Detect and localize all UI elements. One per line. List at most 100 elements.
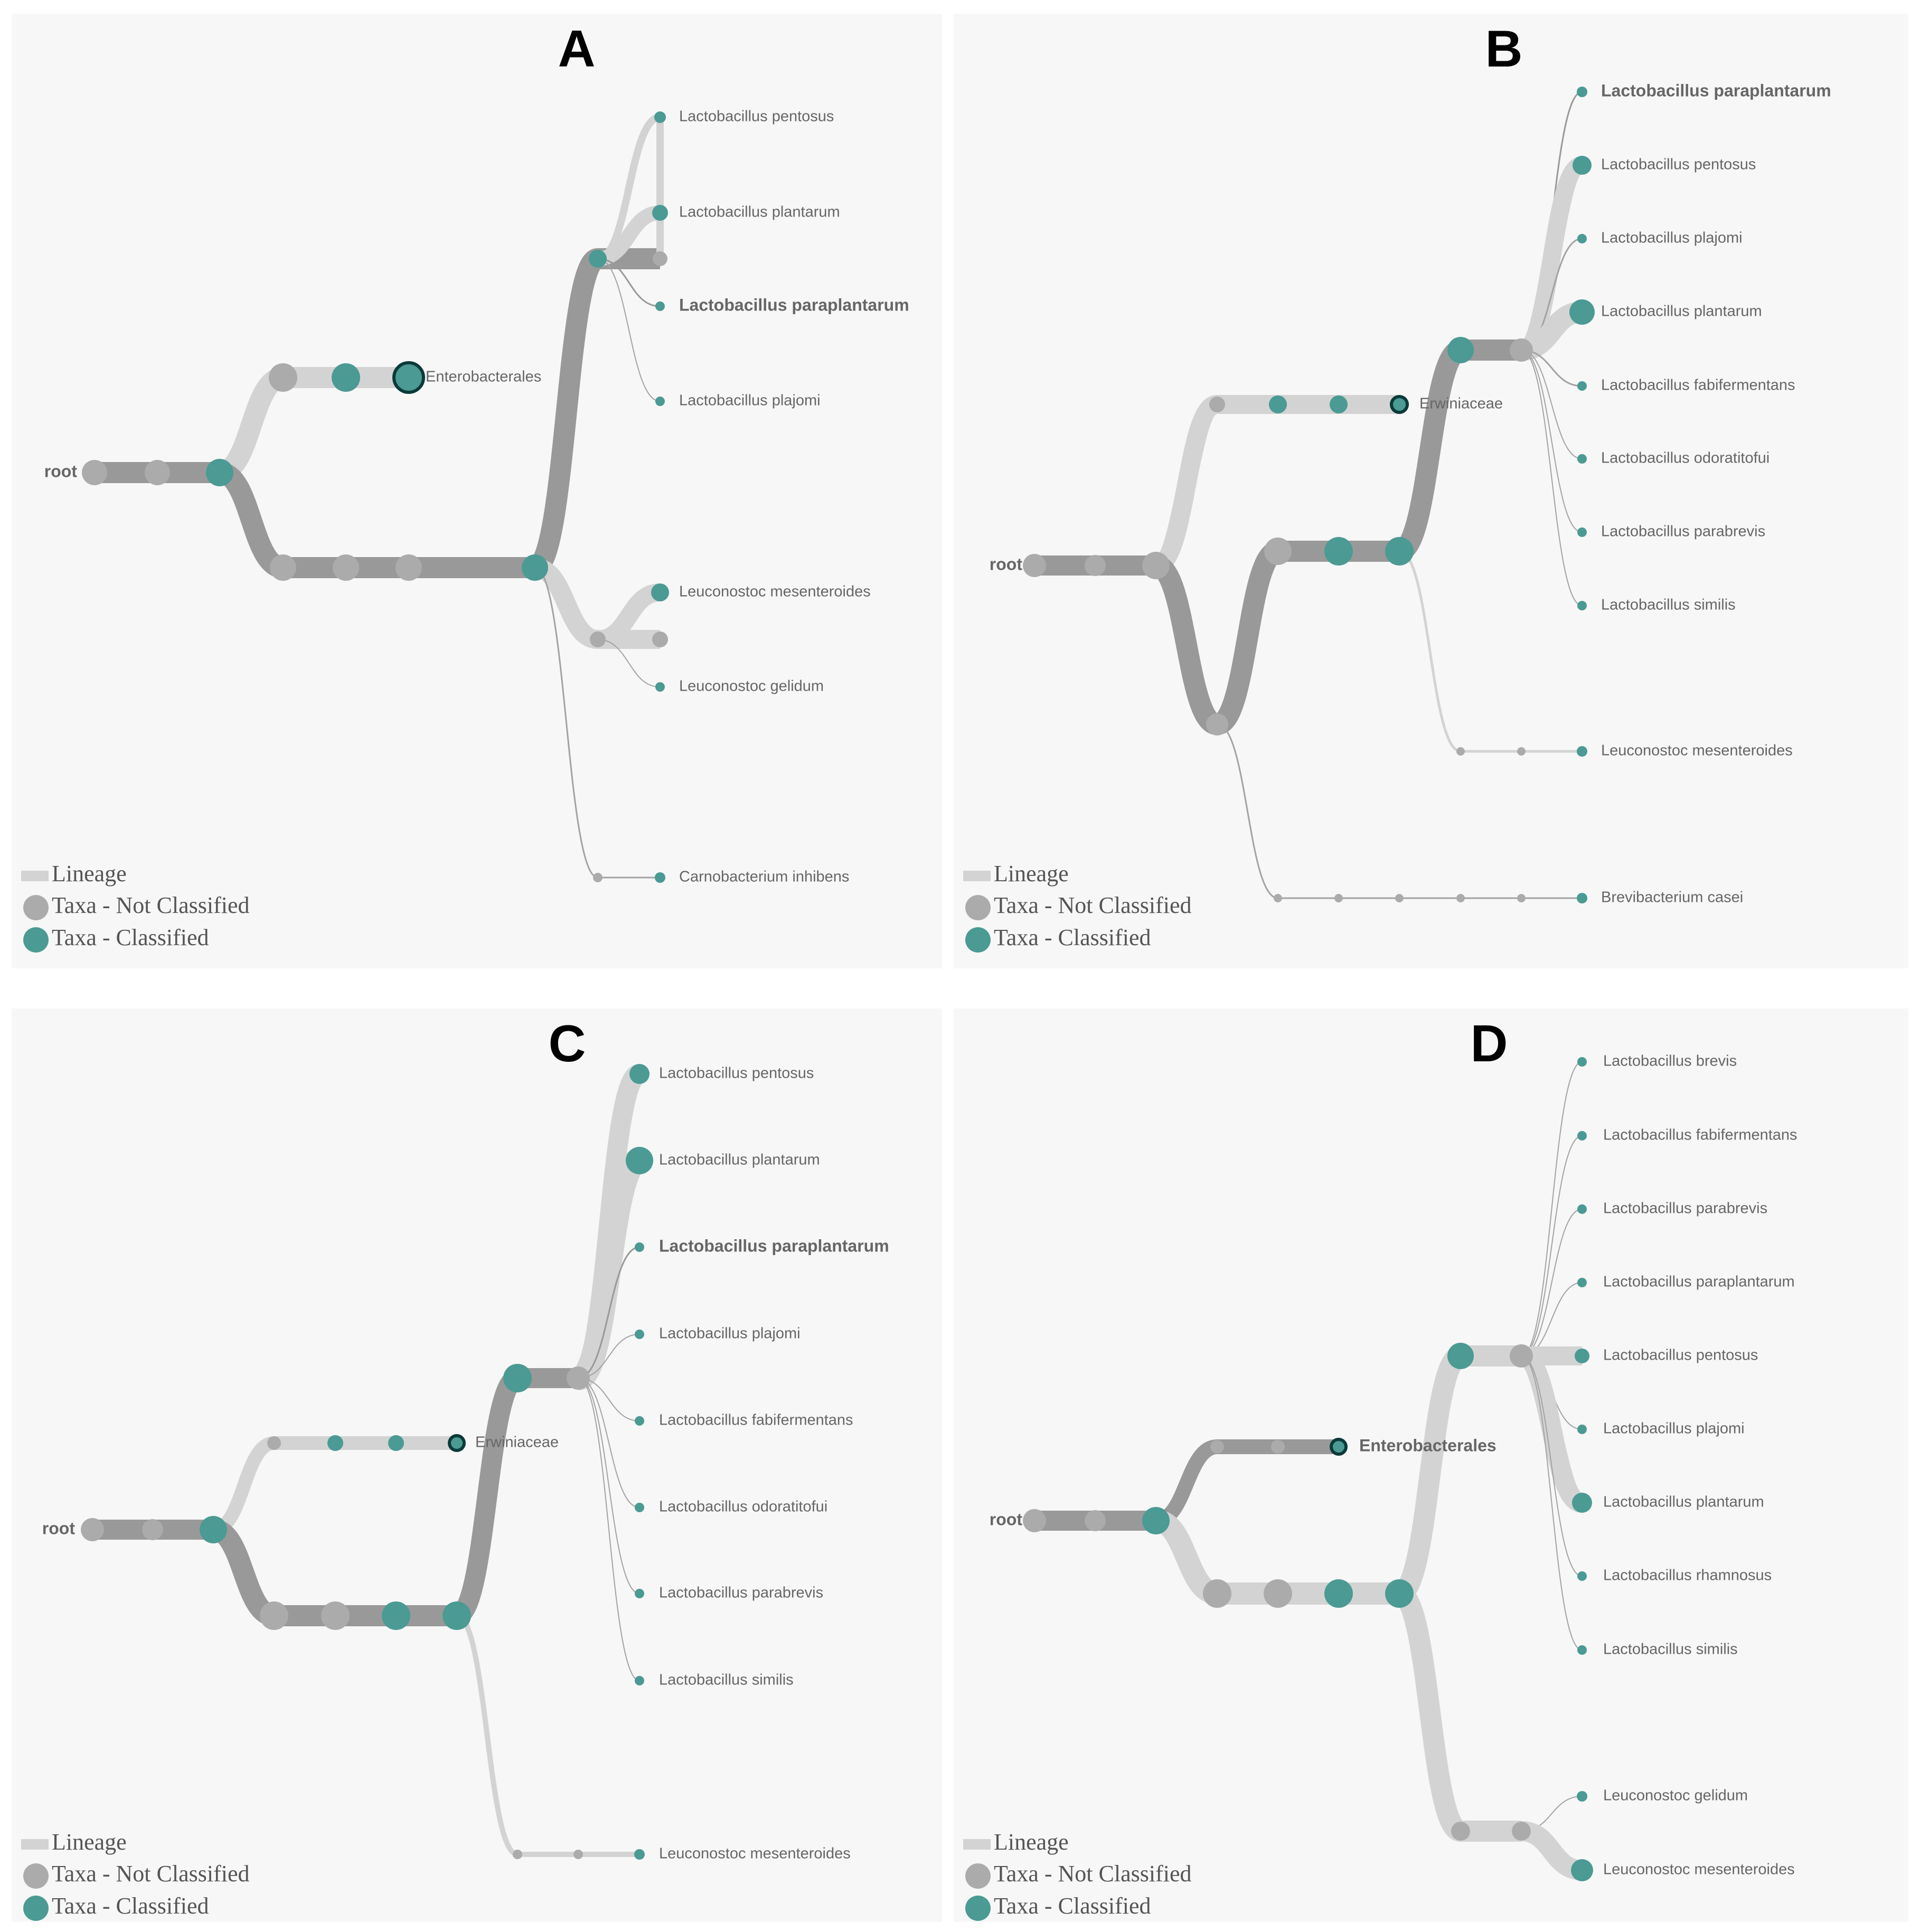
legend-lineage-swatch xyxy=(21,871,49,881)
leaf-label: Leuconostoc mesenteroides xyxy=(1601,742,1793,759)
legend-not-classified-swatch xyxy=(965,895,991,920)
taxon-node-classified xyxy=(1385,1579,1414,1608)
taxon-node-unclassified xyxy=(1456,747,1465,756)
legend-lineage-label: Lineage xyxy=(52,861,127,887)
taxon-node-unclassified xyxy=(567,1366,590,1390)
taxon-node-unclassified xyxy=(1210,1440,1224,1454)
lineage-link xyxy=(453,1368,521,1626)
taxon-node-unclassified xyxy=(1264,538,1292,565)
taxon-node-classified xyxy=(626,1147,653,1174)
leaf-label: Leuconostoc gelidum xyxy=(679,678,824,695)
legend-not-classified-label: Taxa - Not Classified xyxy=(994,892,1192,918)
taxon-node-unclassified xyxy=(1203,1579,1231,1608)
legend-lineage-label: Lineage xyxy=(994,861,1069,887)
taxon-node-unclassified xyxy=(1517,894,1526,902)
taxon-node-classified xyxy=(1390,395,1409,414)
taxon-node-unclassified xyxy=(1085,1510,1106,1531)
legend-lineage-swatch xyxy=(21,1839,49,1850)
legend-not-classified-swatch xyxy=(23,1863,49,1889)
lineage-link xyxy=(578,1246,640,1379)
taxon-node-classified xyxy=(1577,87,1587,97)
legend-not-classified-label: Taxa - Not Classified xyxy=(994,1861,1192,1887)
leaf-label: Brevibacterium casei xyxy=(1601,889,1743,906)
leaf-label: Lactobacillus plantarum xyxy=(1601,303,1762,320)
taxon-node-unclassified xyxy=(1206,713,1228,736)
leaf-label: Lactobacillus parabrevis xyxy=(659,1585,823,1601)
lineage-link xyxy=(1519,1346,1585,1513)
taxon-node-classified xyxy=(382,1601,410,1630)
legend-lineage-swatch xyxy=(963,871,991,881)
taxon-node-unclassified xyxy=(1512,1822,1531,1841)
taxon-node-classified xyxy=(1447,1343,1474,1369)
lineage-link xyxy=(597,639,661,687)
lineage-link xyxy=(1395,1583,1465,1842)
taxon-node-classified xyxy=(651,583,669,601)
taxon-node-unclassified xyxy=(142,1519,163,1540)
taxon-node-classified xyxy=(635,1589,644,1598)
leaf-label: Lactobacillus paraplantarum xyxy=(659,1236,889,1255)
taxon-node-classified xyxy=(652,205,668,221)
root-label: root xyxy=(44,461,78,480)
taxon-node-unclassified xyxy=(81,1518,104,1541)
lineage-link xyxy=(597,258,661,402)
leaf-label: Lactobacillus fabifermentans xyxy=(659,1412,853,1429)
legend-not-classified-label: Taxa - Not Classified xyxy=(52,892,250,918)
legend-classified-swatch xyxy=(23,927,49,953)
taxon-node-classified xyxy=(1577,1131,1587,1141)
lineage-link xyxy=(1399,550,1461,753)
taxon-node-unclassified xyxy=(1334,894,1343,902)
taxon-node-unclassified xyxy=(1456,894,1465,902)
legend-not-classified-swatch xyxy=(965,1863,991,1889)
taxon-node-classified xyxy=(1269,395,1287,413)
lineage-link xyxy=(597,583,661,648)
lineage-link xyxy=(597,205,661,266)
leaf-label: Carnobacterium inhibens xyxy=(679,869,849,885)
legend-lineage-label: Lineage xyxy=(52,1829,127,1855)
leaf-label: Lactobacillus plantarum xyxy=(679,204,840,221)
taxon-node-classified xyxy=(635,1503,644,1512)
leaf-label: Enterobacterales xyxy=(426,369,541,385)
taxon-node-unclassified xyxy=(269,363,297,392)
taxon-node-unclassified xyxy=(653,251,667,266)
taxon-node-classified xyxy=(1577,1645,1587,1655)
taxon-node-classified xyxy=(522,554,548,581)
taxon-node-unclassified xyxy=(321,1601,350,1630)
leaf-label: Erwiniaceae xyxy=(475,1434,559,1451)
taxon-node-unclassified xyxy=(1085,555,1106,576)
lineage-link xyxy=(573,1148,644,1390)
legend-classified-swatch xyxy=(965,927,991,953)
leaf-label: Leuconostoc mesenteroides xyxy=(679,583,871,600)
leaf-label: Lactobacillus parabrevis xyxy=(1603,1200,1767,1217)
taxon-node-classified xyxy=(448,1434,466,1452)
taxon-node-unclassified xyxy=(1142,552,1170,579)
taxon-node-classified xyxy=(1577,527,1587,537)
taxon-node-classified xyxy=(635,1242,644,1252)
leaf-label: Lactobacillus parabrevis xyxy=(1601,523,1765,540)
taxon-node-classified xyxy=(1577,1791,1587,1802)
taxon-node-classified xyxy=(589,250,607,268)
taxon-node-classified xyxy=(1330,1438,1348,1456)
taxon-node-unclassified xyxy=(145,460,170,485)
panel-letter: A xyxy=(558,20,596,78)
lineage-link xyxy=(212,1436,276,1537)
taxon-node-classified xyxy=(1577,893,1587,903)
taxon-node-unclassified xyxy=(513,1850,522,1859)
taxon-node-classified xyxy=(443,1601,471,1630)
taxon-node-unclassified xyxy=(396,554,422,581)
taxon-node-classified xyxy=(635,1416,644,1426)
lineage-link xyxy=(1396,340,1464,562)
lineage-link xyxy=(1521,1355,1583,1577)
taxon-node-unclassified xyxy=(267,1436,281,1450)
taxon-node-classified xyxy=(503,1364,532,1392)
panel-letter: B xyxy=(1485,20,1523,78)
taxon-node-unclassified xyxy=(260,1601,288,1630)
lineage-link xyxy=(534,567,598,879)
leaf-label: Leuconostoc mesenteroides xyxy=(659,1845,851,1862)
taxon-node-unclassified xyxy=(1274,894,1282,902)
taxon-node-unclassified xyxy=(270,554,296,581)
lineage-link xyxy=(456,1613,519,1857)
